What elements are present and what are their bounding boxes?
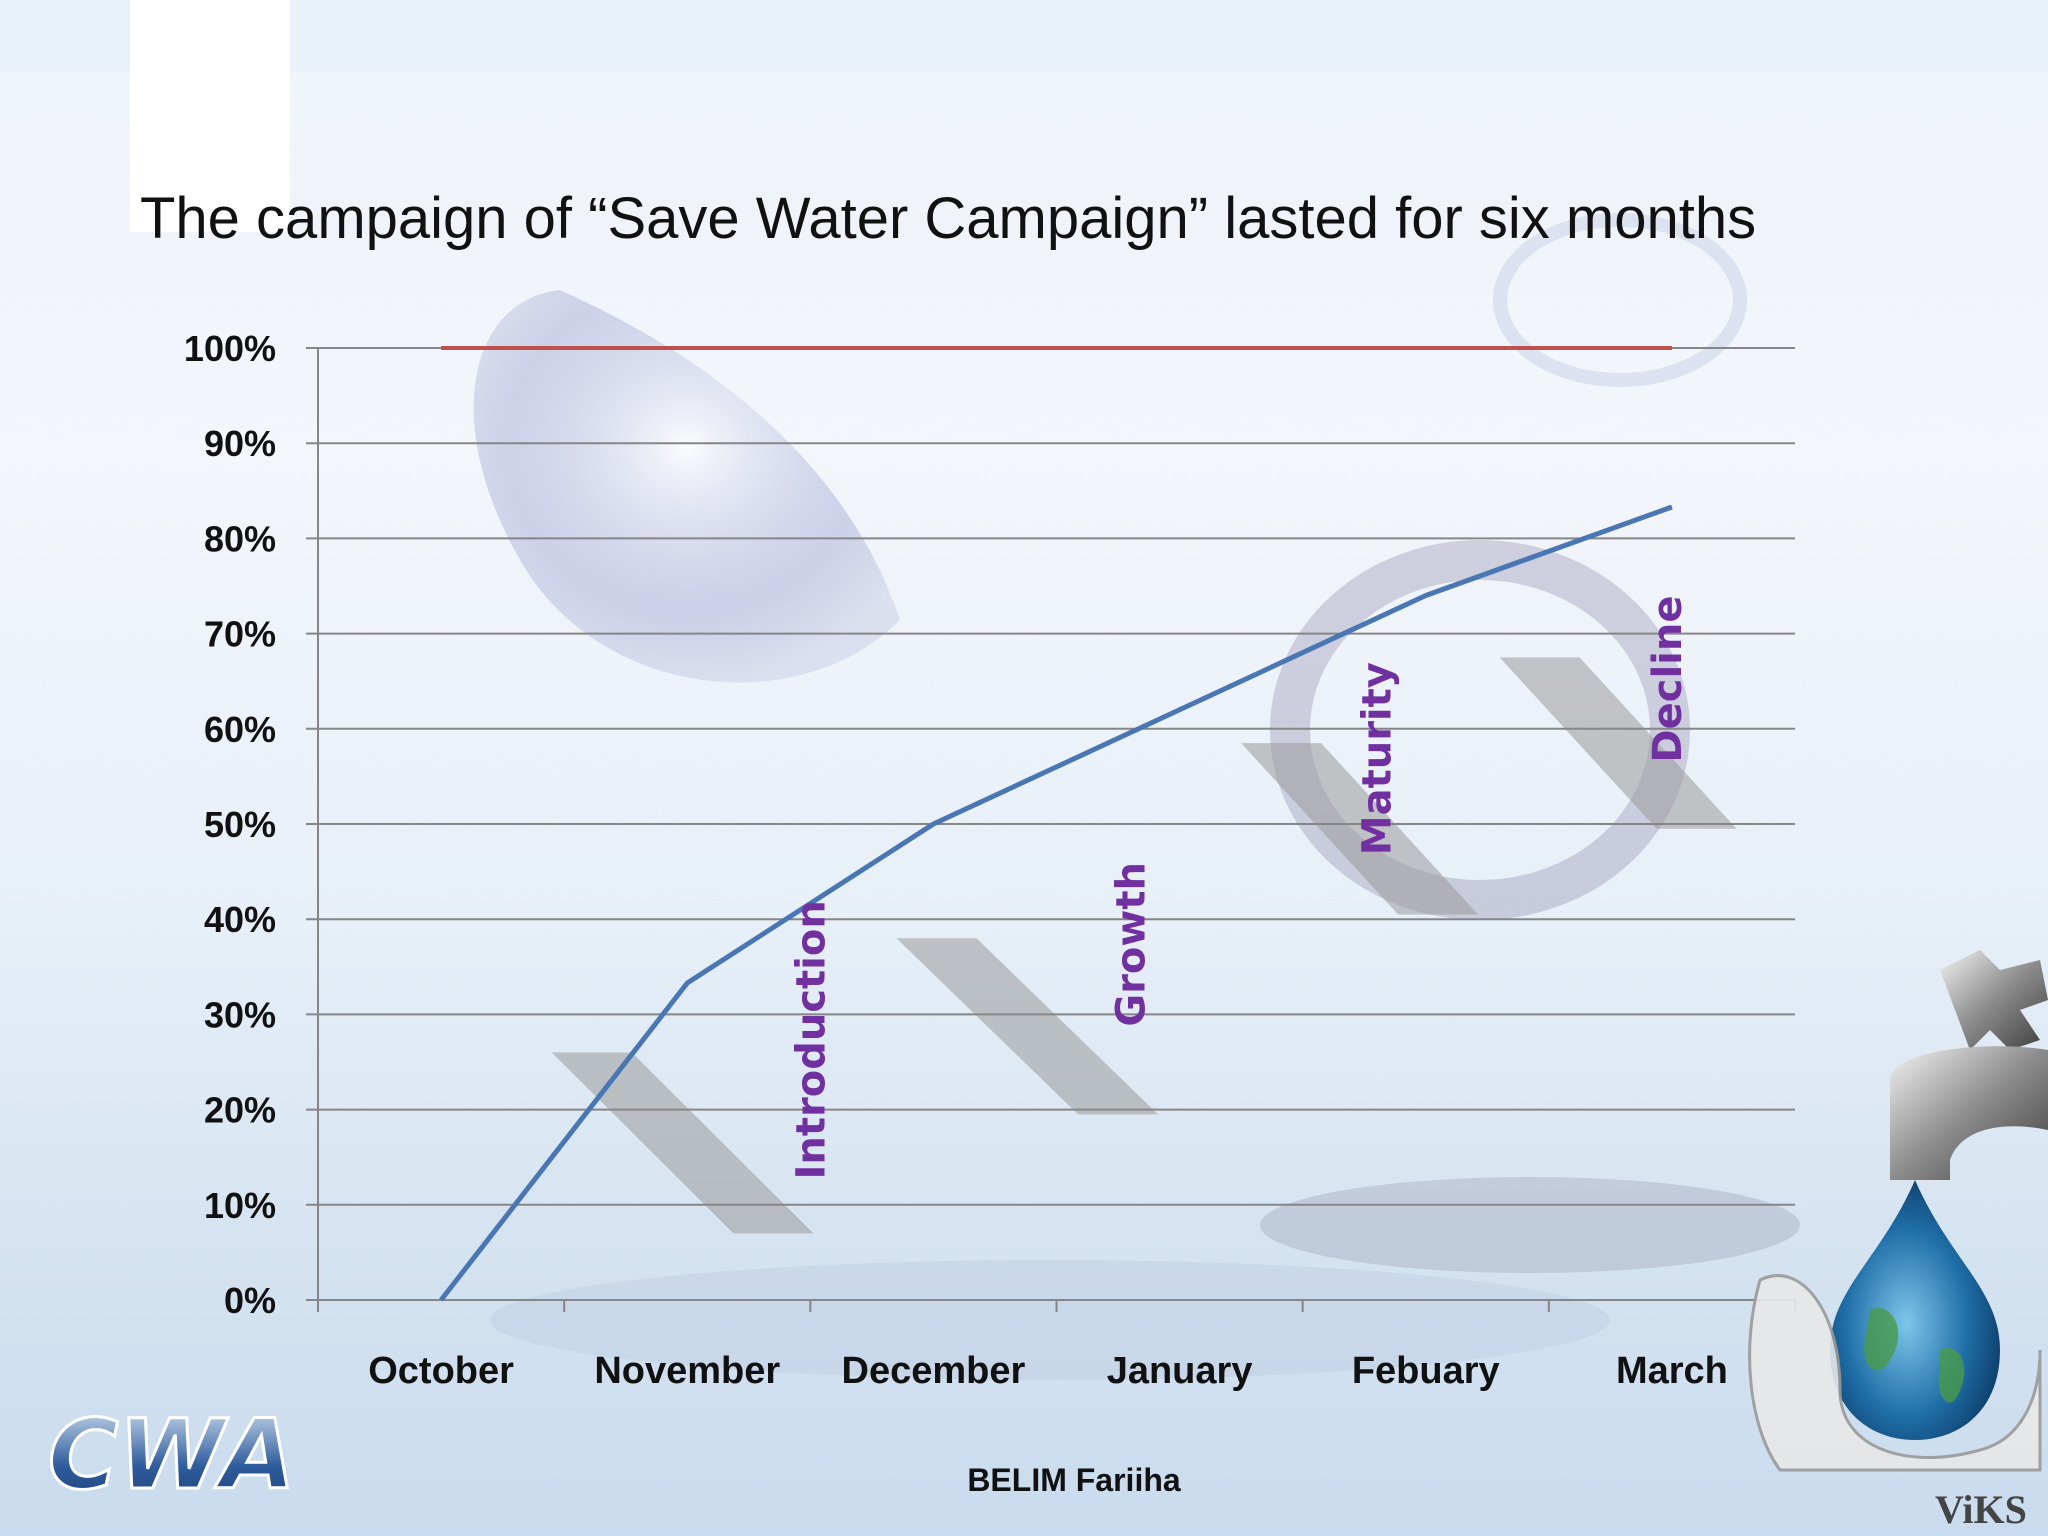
globe-land [1864,1308,1899,1371]
chart-axes [317,348,1796,1312]
x-tick-label: January [1107,1350,1253,1392]
y-tick-label: 40% [204,899,276,940]
author-footer: BELIM Fariiha [967,1462,1181,1498]
x-tick-label: October [368,1350,514,1392]
x-tick-labels: October November December January Febuary Mar… [368,1350,1728,1392]
y-tick-label: 100% [184,328,276,369]
globe-drop [1830,1180,2000,1440]
cwa-logo: CWA [48,1410,297,1500]
chart-series [439,346,1673,1302]
stage-band-4 [1499,657,1737,829]
stage-label-growth: Growth [1108,862,1154,1027]
y-tick-label: 90% [204,423,276,464]
y-tick-labels: 0% 10% 20% 30% 40% 50% 60% 70% 80% 90% 100% [184,328,276,1321]
left-white-panel [130,72,290,232]
series-line-1 [439,504,1673,1302]
stage-band-1 [551,1052,814,1234]
faucet-spout [1890,1046,2048,1180]
stage-bands [551,657,1737,1234]
viks-logo-text: ViKS [1935,1487,2027,1532]
cupped-hands [1748,1274,2042,1472]
stage-band-2 [896,938,1159,1115]
y-tick-label: 70% [204,614,276,655]
x-tick-label: November [594,1350,780,1392]
y-tick-label: 0% [224,1280,276,1321]
top-band [0,0,2048,72]
slide-title: The campaign of “Save Water Campaign” la… [140,186,1757,251]
x-tick-label: Febuary [1352,1350,1500,1392]
stage-label-maturity: Maturity [1355,662,1401,855]
y-tick-label: 30% [204,994,276,1035]
faucet-handle [1940,950,2048,1050]
faucet-globe-illustration [1748,950,2048,1472]
stage-labels: Introduction Growth Maturity Decline [788,596,1691,1180]
y-tick-label: 10% [204,1185,276,1226]
stage-band-3 [1241,743,1479,915]
cwa-logo-text: CWA [48,1410,295,1500]
x-tick-label: March [1616,1350,1728,1392]
y-tick-label: 80% [204,518,276,559]
y-tick-label: 60% [204,709,276,750]
y-tick-label: 20% [204,1090,276,1131]
y-tick-label: 50% [204,804,276,845]
x-tick-label: December [842,1350,1026,1392]
globe-land-2 [1938,1348,1965,1403]
chart-gridlines [306,347,1795,1301]
stage-label-decline: Decline [1645,596,1691,763]
stage-label-introduction: Introduction [788,900,834,1179]
top-white-strip [130,0,290,72]
